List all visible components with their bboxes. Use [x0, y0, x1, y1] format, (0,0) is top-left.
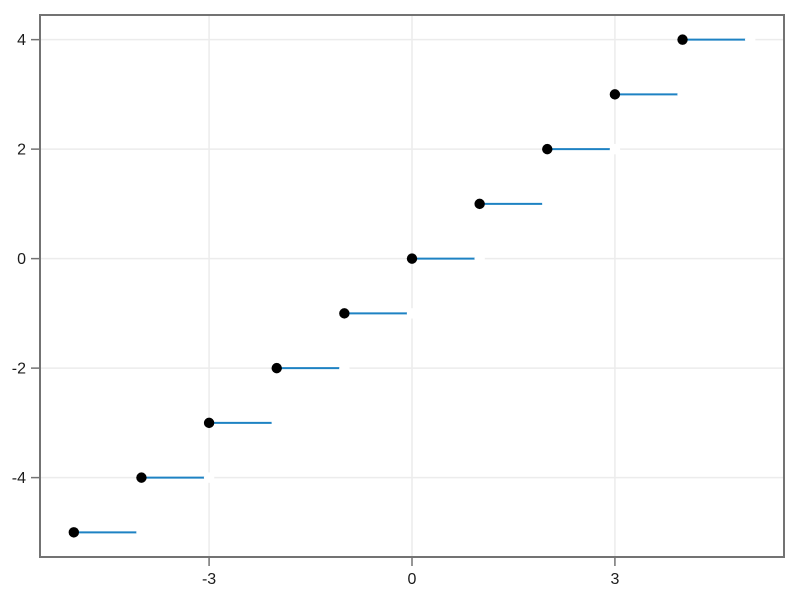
open-point-marker [136, 527, 147, 538]
closed-point-marker [542, 143, 553, 155]
open-point-marker [744, 34, 756, 45]
open-point-marker [339, 362, 350, 374]
x-tick-label: -3 [202, 571, 216, 588]
y-tick-label: -2 [12, 361, 26, 378]
closed-point-marker [406, 253, 418, 264]
closed-point-marker [68, 527, 80, 538]
y-tick-label: 2 [17, 142, 26, 159]
x-tick-label: 3 [610, 571, 619, 588]
closed-point-marker [271, 362, 282, 374]
closed-point-marker [609, 89, 621, 100]
y-tick-label: 4 [17, 32, 26, 49]
x-tick-label: 0 [408, 571, 417, 588]
closed-point-marker [339, 308, 350, 319]
open-point-marker [271, 417, 282, 429]
closed-point-marker [136, 472, 147, 483]
open-point-marker [542, 198, 553, 210]
open-point-marker [203, 472, 215, 483]
open-point-marker [609, 143, 621, 155]
y-tick-label: 0 [17, 251, 26, 268]
closed-point-marker [474, 198, 485, 210]
closed-point-marker [203, 417, 215, 429]
open-point-marker [677, 89, 688, 100]
plot-frame [39, 14, 785, 558]
open-point-marker [474, 253, 485, 264]
y-tick-label: -4 [12, 470, 26, 487]
open-point-marker [406, 308, 418, 319]
closed-point-marker [677, 34, 688, 45]
